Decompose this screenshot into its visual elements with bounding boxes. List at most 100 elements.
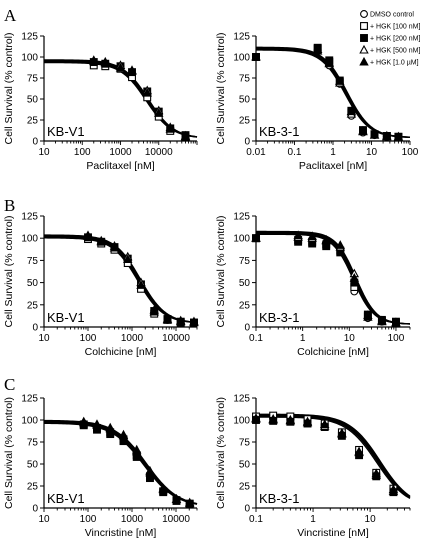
data-point-triangle-filled (285, 415, 296, 425)
data-point-triangle-filled (358, 125, 368, 135)
data-point-triangle-filled (251, 51, 261, 61)
fit-curve (255, 414, 411, 498)
cell-line-label: KB-V1 (47, 491, 85, 506)
y-tick-label: 75 (239, 74, 251, 85)
data-point-triangle-filled (382, 130, 392, 140)
legend-marker-triangle-open (359, 44, 369, 54)
chart-a-kb-3-1: 0 25 50 75 100 125 0.01 0.1 1 10 100 Paclitaxel [nM… (215, 32, 419, 173)
chart-c-kb-v1: 0 25 50 75 100 125 10 100 1000 10000 Vincristine [… (3, 394, 198, 539)
data-point-triangle-filled (89, 56, 99, 65)
y-tick-label: 125 (21, 394, 38, 405)
y-tick-label: 0 (32, 137, 38, 148)
x-tick-label: 100 (388, 333, 405, 344)
y-tick-label: 0 (244, 137, 250, 148)
fit-curve (256, 415, 411, 499)
fit-curve (255, 413, 411, 497)
y-tick-label: 100 (233, 416, 250, 427)
data-point-triangle-filled (388, 486, 399, 495)
x-axis-label: Colchicine [nM] (297, 346, 369, 358)
data-point-triangle-filled (100, 56, 111, 66)
legend-marker-square-open (360, 22, 368, 30)
data-point-triangle-filled (142, 87, 152, 97)
data-point-triangle-filled (302, 417, 313, 427)
data-point-triangle-filled (307, 231, 317, 240)
data-point-triangle-filled (165, 124, 175, 133)
legend-marker-circle-open (360, 10, 368, 18)
data-point-triangle-filled (312, 45, 323, 55)
x-tick-label: 0.1 (288, 147, 302, 158)
cell-line-label: KB-3-1 (259, 124, 299, 139)
legend-marker-triangle-filled (359, 56, 369, 66)
data-point-triangle-filled (115, 62, 126, 72)
y-tick-label: 75 (27, 74, 39, 85)
data-point-triangle-filled (131, 446, 142, 456)
data-point-triangle-filled (337, 428, 347, 437)
x-tick-label: 10 (365, 514, 377, 525)
cell-line-label: KB-V1 (47, 124, 85, 139)
data-point-triangle-filled (393, 131, 404, 141)
x-tick-label: 100 (80, 514, 97, 525)
y-tick-label: 25 (239, 300, 251, 311)
data-point-triangle-filled (171, 494, 182, 503)
y-tick-label: 50 (27, 95, 39, 106)
data-point-triangle-filled (335, 76, 345, 85)
data-point-triangle-filled (354, 446, 364, 456)
cell-line-label: KB-V1 (47, 310, 85, 325)
legend: DMSO control + HGK [100 nM] + HGK [200 n… (355, 7, 427, 69)
x-axis-label: Colchicine [nM] (85, 346, 157, 358)
legend-entry-hgk-1um: + HGK [1.0 µM] (359, 56, 419, 67)
data-point-triangle-filled (363, 312, 373, 321)
panel-letter-b: B (4, 196, 15, 215)
x-axis-label: Paclitaxel [nM] (86, 160, 154, 172)
data-point-triangle-filled (369, 129, 380, 139)
fit-curve (43, 419, 198, 505)
panel-letter-a: A (4, 6, 17, 25)
x-tick-label: 10 (38, 514, 50, 525)
chart-b-kb-3-1: 0 25 50 75 100 125 0.1 1 10 100 Colchicine [nM] Cel… (215, 212, 411, 358)
x-tick-label: 0.1 (249, 514, 263, 525)
y-axis-label: Cell Survival (% control) (3, 215, 15, 327)
chart-b-kb-v1: 0 25 50 75 100 125 10 100 1000 10000 Colchicine [n… (3, 212, 199, 358)
data-point-triangle-filled (324, 57, 334, 67)
y-tick-label: 0 (32, 323, 38, 334)
data-point-triangle-filled (321, 234, 331, 244)
data-point-triangle-filled (184, 498, 195, 508)
x-tick-label: 10 (38, 147, 50, 158)
chart-a-kb-v1: 0 25 50 75 100 125 10 100 1000 10000 Paclitaxel [n… (3, 32, 198, 172)
x-tick-label: 0.01 (246, 147, 266, 158)
data-point-triangle-filled (79, 417, 89, 427)
y-tick-label: 50 (239, 460, 251, 471)
x-tick-label: 10000 (162, 333, 190, 344)
x-tick-label: 100 (80, 333, 97, 344)
legend-marker-circle-open (360, 10, 368, 18)
x-tick-label: 1 (300, 333, 306, 344)
y-tick-label: 50 (239, 278, 251, 289)
data-point-triangle-filled (83, 230, 93, 240)
y-axis-label: Cell Survival (% control) (215, 397, 227, 509)
x-tick-label: 1000 (121, 333, 144, 344)
panel-letter-c: C (4, 375, 15, 394)
data-point-triangle-filled (175, 316, 186, 326)
legend-marker-square-open (360, 22, 368, 30)
legend-label-hgk-100: + HGK [100 nM] (370, 24, 420, 31)
y-tick-label: 25 (27, 116, 39, 127)
cell-line-label: KB-3-1 (259, 491, 299, 506)
x-tick-label: 1000 (121, 514, 144, 525)
legend-entry-dmso: DMSO control (360, 10, 414, 19)
y-tick-label: 125 (233, 212, 250, 223)
y-tick-label: 25 (27, 482, 39, 493)
fit-curve (43, 234, 198, 324)
legend-marker-square-filled (360, 34, 368, 42)
y-tick-label: 75 (239, 438, 251, 449)
y-axis-label: Cell Survival (% control) (215, 215, 227, 327)
data-point-triangle-filled (154, 108, 164, 117)
x-axis-label: Vincristine [nM] (297, 527, 369, 539)
data-point-triangle-filled (145, 467, 155, 477)
data-point-triangle-filled (136, 280, 146, 289)
x-tick-label: 0.1 (249, 333, 263, 344)
x-tick-label: 1 (330, 147, 336, 158)
data-point-triangle-filled (92, 420, 102, 429)
y-tick-label: 100 (233, 234, 250, 245)
y-axis-label: Cell Survival (% control) (215, 32, 227, 144)
